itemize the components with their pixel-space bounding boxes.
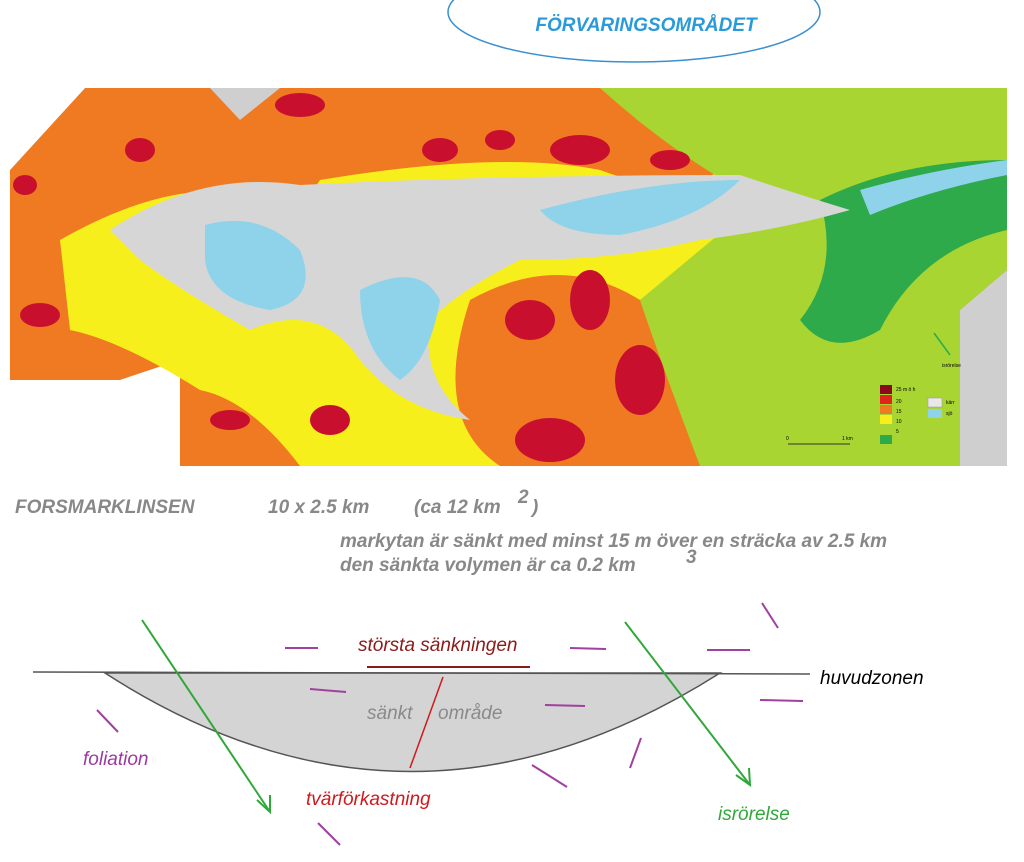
lake xyxy=(540,180,740,235)
main-zone-line xyxy=(32,671,811,675)
legend-label: sjö xyxy=(946,411,953,417)
title-ellipse xyxy=(447,0,821,63)
map-cut xyxy=(10,88,85,170)
foliation-marks xyxy=(96,602,804,846)
max-label: största sänkningen xyxy=(358,635,518,656)
legend-label: 5 xyxy=(896,429,899,435)
red-patches xyxy=(13,93,690,462)
lens-size: 10 x 2.5 km xyxy=(268,497,370,518)
map-arrow-label: isrörelse xyxy=(942,363,961,369)
title: FÖRVARINGSOMRÅDET xyxy=(535,15,758,36)
lowland xyxy=(110,175,850,420)
lens-text: den sänkta volymen är ca 0.2 km xyxy=(340,555,636,576)
legend-label: 25 m ö h xyxy=(896,387,916,393)
lens-area-close: ) xyxy=(530,497,538,518)
zone-5 xyxy=(800,160,1007,343)
foliation-label: foliation xyxy=(83,749,149,770)
basin xyxy=(102,672,723,773)
map: 25 m ö h 20 15 10 5 kärr sjö 0 1 km isrö… xyxy=(10,88,1007,466)
lake xyxy=(360,277,440,380)
lens-area: (ca 12 km xyxy=(414,497,501,518)
zone-label: huvudzonen xyxy=(820,668,924,689)
lake xyxy=(205,220,306,310)
lens-text: markytan är sänkt med minst 15 m över en… xyxy=(340,531,887,552)
lens-name: FORSMARKLINSEN xyxy=(15,497,196,518)
legend-label: 10 xyxy=(896,419,902,425)
legend-label: 20 xyxy=(896,399,902,405)
scale-label: 1 km xyxy=(842,436,853,442)
lowered-label: sänkt xyxy=(367,703,413,724)
ice-label: isrörelse xyxy=(718,804,790,825)
legend-label: 15 xyxy=(896,409,902,415)
cross-section: största sänkningen huvudzonen sänkt områ… xyxy=(32,602,924,846)
scale-label: 0 xyxy=(786,436,789,442)
ice-arrows xyxy=(141,619,752,815)
map-legend: 25 m ö h 20 15 10 5 kärr sjö 0 1 km isrö… xyxy=(786,332,961,445)
legend-label: kärr xyxy=(946,400,955,406)
fault-line xyxy=(409,676,444,769)
map-cut xyxy=(10,360,180,466)
lens-text-exp: 3 xyxy=(686,547,697,568)
lowered-label: område xyxy=(438,703,502,724)
lens-area-exp: 2 xyxy=(517,487,529,508)
lake xyxy=(860,160,1007,215)
fault-label: tvärförkastning xyxy=(306,789,431,810)
